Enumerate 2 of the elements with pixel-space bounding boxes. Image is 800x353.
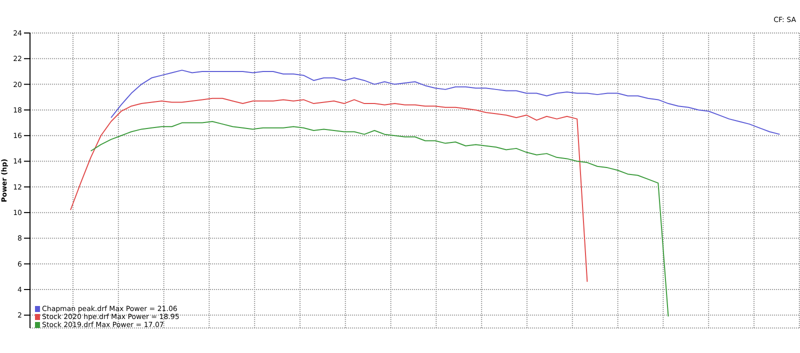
- line-series: [70, 98, 588, 282]
- line-series: [110, 70, 780, 135]
